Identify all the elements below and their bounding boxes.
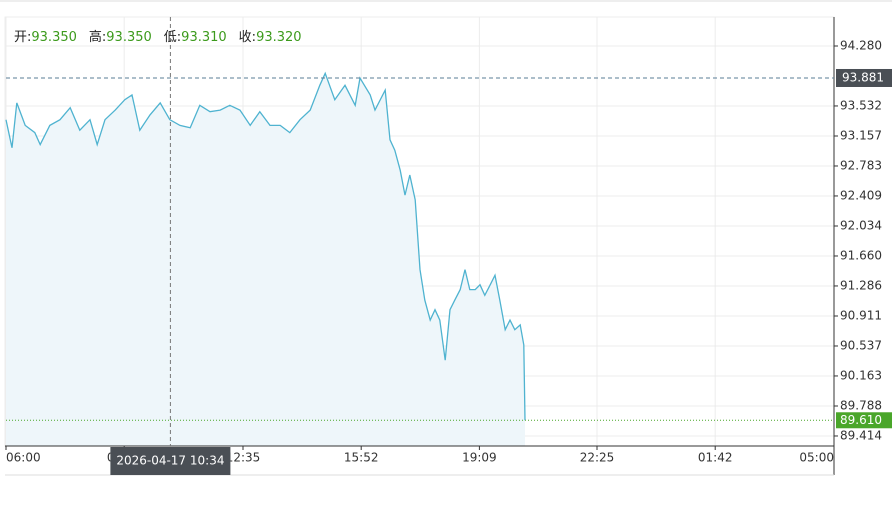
x-tick-label: 22:25 bbox=[580, 451, 615, 465]
quote-item: 低:93.310 bbox=[164, 26, 227, 45]
y-tick-label: 90.163 bbox=[840, 368, 882, 382]
y-tick-label: 90.911 bbox=[840, 309, 882, 323]
y-tick-label: 91.286 bbox=[840, 278, 882, 292]
crosshair-y-label: 93.881 bbox=[842, 70, 884, 84]
price-line bbox=[5, 71, 526, 421]
quote-label: 收: bbox=[238, 30, 257, 45]
quote-value: 93.310 bbox=[181, 30, 227, 45]
x-tick-label: 15:52 bbox=[344, 451, 379, 465]
quote-label: 高: bbox=[88, 30, 107, 45]
x-tick-label: 05:00 bbox=[799, 451, 834, 465]
y-tick-label: 91.660 bbox=[840, 248, 882, 262]
last-price-box bbox=[836, 412, 892, 429]
quote-value: 93.350 bbox=[31, 30, 77, 45]
quote-value: 93.320 bbox=[256, 30, 302, 45]
x-tick-label: 01:42 bbox=[698, 451, 733, 465]
y-tick-label: 89.788 bbox=[840, 399, 882, 413]
quote-item: 收:93.320 bbox=[239, 26, 302, 45]
y-tick-label: 93.532 bbox=[840, 98, 882, 112]
y-tick-label: 92.034 bbox=[840, 219, 882, 233]
y-tick-label: 92.409 bbox=[840, 188, 882, 202]
quote-item: 开:93.350 bbox=[14, 26, 77, 45]
x-tick-label: 06:00 bbox=[6, 451, 41, 465]
crosshair-y-box bbox=[836, 68, 892, 87]
area bbox=[6, 73, 525, 447]
quote-item: 高:93.350 bbox=[89, 26, 152, 45]
y-tick-label: 92.783 bbox=[840, 158, 882, 172]
y-tick-label: 89.414 bbox=[840, 428, 882, 442]
last-price-label: 89.610 bbox=[840, 413, 882, 427]
x-tick-label: 19:09 bbox=[462, 451, 497, 465]
quote-label: 开: bbox=[14, 30, 32, 45]
y-tick-label: 93.157 bbox=[840, 129, 882, 143]
x-tick-label: 12:35 bbox=[226, 451, 261, 465]
quote-label: 低: bbox=[163, 30, 182, 45]
y-tick-label: 94.280 bbox=[840, 39, 882, 53]
y-tick-label: 90.537 bbox=[840, 338, 882, 352]
quote-bar: 开:93.350 高:93.350 低:93.310 收:93.320 bbox=[14, 26, 302, 45]
crosshair-x-label: 2026-04-17 10:34 bbox=[116, 454, 224, 468]
quote-value: 93.350 bbox=[106, 30, 152, 45]
crosshair-x-box bbox=[110, 447, 231, 475]
